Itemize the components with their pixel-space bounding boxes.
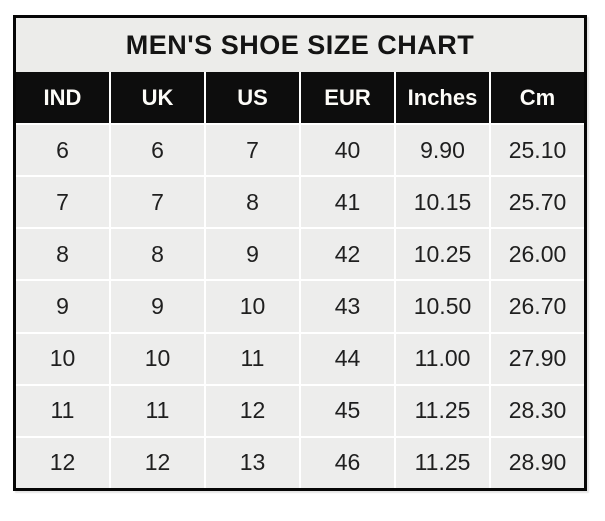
table-cell: 26.70: [491, 281, 584, 332]
table-cell: 10: [111, 333, 204, 384]
table-cell: 25.10: [491, 125, 584, 176]
shoe-size-table: MEN'S SHOE SIZE CHART IND UK US EUR Inches Cm…: [13, 15, 587, 491]
table-cell: 41: [301, 177, 394, 228]
table-cell: 6: [111, 125, 204, 176]
table-cell: 8: [206, 177, 299, 228]
table-cell: 11.25: [396, 437, 489, 488]
table-cell: 9: [16, 281, 109, 332]
table-cell: 7: [206, 125, 299, 176]
table-cell: 43: [301, 281, 394, 332]
column-header-ind: IND: [16, 72, 109, 123]
table-cell: 10: [206, 281, 299, 332]
table-cell: 12: [16, 437, 109, 488]
column-header-cm: Cm: [491, 72, 584, 123]
table-cell: 7: [16, 177, 109, 228]
table-cell: 8: [111, 229, 204, 280]
table-cell: 6: [16, 125, 109, 176]
table-cell: 25.70: [491, 177, 584, 228]
table-cell: 11: [16, 385, 109, 436]
table-cell: 10.15: [396, 177, 489, 228]
table-cell: 7: [111, 177, 204, 228]
table-title: MEN'S SHOE SIZE CHART: [16, 18, 584, 72]
table-cell: 10.25: [396, 229, 489, 280]
table-cell: 9: [111, 281, 204, 332]
table-cell: 28.30: [491, 385, 584, 436]
column-header-eur: EUR: [301, 72, 394, 123]
table-cell: 13: [206, 437, 299, 488]
table-cell: 10: [16, 333, 109, 384]
table-cell: 11.00: [396, 333, 489, 384]
column-header-inches: Inches: [396, 72, 489, 123]
table-cell: 9.90: [396, 125, 489, 176]
table-cell: 28.90: [491, 437, 584, 488]
table-cell: 11: [111, 385, 204, 436]
table-cell: 26.00: [491, 229, 584, 280]
table-cell: 11.25: [396, 385, 489, 436]
table-cell: 11: [206, 333, 299, 384]
table-cell: 46: [301, 437, 394, 488]
table-cell: 27.90: [491, 333, 584, 384]
column-header-uk: UK: [111, 72, 204, 123]
table-cell: 10.50: [396, 281, 489, 332]
table-cell: 40: [301, 125, 394, 176]
table-cell: 9: [206, 229, 299, 280]
table-cell: 12: [111, 437, 204, 488]
table-cell: 8: [16, 229, 109, 280]
table-cell: 45: [301, 385, 394, 436]
table-cell: 42: [301, 229, 394, 280]
column-header-us: US: [206, 72, 299, 123]
table-cell: 44: [301, 333, 394, 384]
table-cell: 12: [206, 385, 299, 436]
